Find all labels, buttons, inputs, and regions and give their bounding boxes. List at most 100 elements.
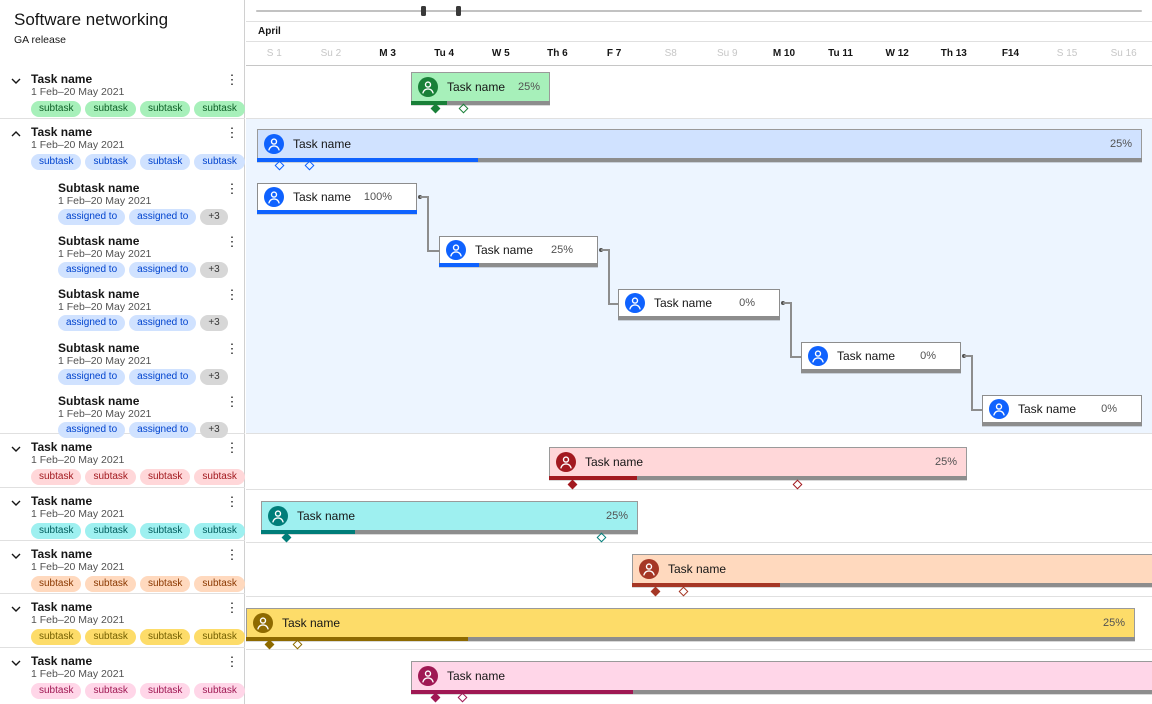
task-row[interactable]: Task name 1 Feb–20 May 2021 ⋮ subtask su… [0,434,277,488]
progress-fill [549,476,637,480]
subtask-row[interactable]: Subtask name 1 Feb–20 May 2021 ⋮ assigne… [0,281,245,334]
bar-percent: 25% [517,80,540,93]
month-label: April [258,26,281,37]
overflow-menu-icon[interactable]: ⋮ [225,341,239,356]
subtask-tag: subtask [85,101,136,117]
task-row-expanded[interactable]: Task name 1 Feb–20 May 2021 ⋮ subtask su… [0,119,277,438]
more-tag[interactable]: +3 [200,422,228,438]
subtask-tag: subtask [194,629,245,645]
progress-fill [257,158,479,162]
chevron-down-icon[interactable] [9,74,23,88]
overflow-menu-icon[interactable]: ⋮ [225,125,239,140]
gantt-bar-subtask-3[interactable]: Task name 0% [618,289,780,320]
gantt-bar-subtask-1[interactable]: Task name 100% [257,183,417,214]
subtask-tag: subtask [31,154,82,170]
overflow-menu-icon[interactable]: ⋮ [225,181,239,196]
gantt-chart: April S 1 Su 2 M 3 Tu 4 W 5 Th 6 F 7 S8 … [246,0,1152,704]
subtask-row[interactable]: Subtask name 1 Feb–20 May 2021 ⋮ assigne… [0,335,245,388]
overflow-menu-icon[interactable]: ⋮ [225,394,239,409]
more-tag[interactable]: +3 [200,369,228,385]
gantt-bar-teal[interactable]: Task name 25% [261,501,638,534]
task-row[interactable]: Task name 1 Feb–20 May 2021 ⋮ subtask su… [0,648,277,704]
task-row[interactable]: Task name 1 Feb–20 May 2021 ⋮ subtask su… [0,594,277,648]
overflow-menu-icon[interactable]: ⋮ [225,547,239,562]
dependency-line [790,302,792,357]
bar-label: Task name [297,508,356,523]
chevron-down-icon[interactable] [9,442,23,456]
gantt-bar-red[interactable]: Task name 25% [549,447,967,480]
progress-fill [246,637,469,641]
overflow-menu-icon[interactable]: ⋮ [225,654,239,669]
task-date: 1 Feb–20 May 2021 [31,614,125,626]
bar-label: Task name [447,79,506,94]
task-row[interactable]: Task name 1 Feb–20 May 2021 ⋮ subtask su… [0,488,277,541]
subtask-tags: assigned to assigned to +3 [58,209,228,225]
task-title: Task name [31,547,93,561]
chevron-down-icon[interactable] [9,602,23,616]
subtask-title: Subtask name [58,341,140,355]
gantt-bar-subtask-2[interactable]: Task name 25% [439,236,598,267]
progress-track [246,637,1135,641]
chevron-down-icon[interactable] [9,549,23,563]
task-date: 1 Feb–20 May 2021 [31,508,125,520]
progress-track [982,422,1142,426]
overflow-menu-icon[interactable]: ⋮ [225,234,239,249]
gantt-bar-subtask-4[interactable]: Task name 0% [801,342,961,373]
chevron-up-icon[interactable] [9,127,23,141]
bar-percent: 25% [550,243,573,256]
gantt-bar-yellow[interactable]: Task name 25% [246,608,1135,641]
gantt-bar-subtask-5[interactable]: Task name 0% [982,395,1142,426]
gantt-bar-orange[interactable]: Task name [632,554,1152,587]
chevron-down-icon[interactable] [9,656,23,670]
bar-label: Task name [282,615,341,630]
subtask-tag: subtask [194,154,245,170]
more-tag[interactable]: +3 [200,262,228,278]
gantt-bar-magenta[interactable]: Task name [411,661,1152,694]
gantt-bar-green[interactable]: Task name 25% [411,72,550,105]
task-tags: subtask subtask subtask subtask +3 [31,154,277,170]
user-avatar-icon [253,612,273,633]
overflow-menu-icon[interactable]: ⋮ [225,72,239,87]
subtask-title: Subtask name [58,394,140,408]
task-sidebar: Software networking GA release Task name… [0,0,277,704]
dependency-line [427,250,439,252]
subtask-tag: subtask [139,523,191,539]
bar-label: Task name [447,668,506,683]
bar-label: Task name [837,348,896,363]
chevron-down-icon[interactable] [9,496,23,510]
task-title: Task name [31,125,93,139]
progress-track [411,690,1152,694]
dependency-line [783,302,791,304]
dependency-line [971,355,973,410]
overflow-menu-icon[interactable]: ⋮ [225,287,239,302]
subtask-tag: subtask [139,154,191,170]
overflow-menu-icon[interactable]: ⋮ [225,494,239,509]
subtask-tag: subtask [85,523,136,539]
subtask-tags: assigned to assigned to +3 [58,262,228,278]
zoom-slider-handle-left[interactable] [421,6,426,16]
task-row[interactable]: Task name 1 Feb–20 May 2021 ⋮ subtask su… [0,66,277,119]
more-tag[interactable]: +3 [200,315,228,331]
subtask-tag: subtask [85,469,136,485]
subtask-row[interactable]: Subtask name 1 Feb–20 May 2021 ⋮ assigne… [0,388,245,441]
overflow-menu-icon[interactable]: ⋮ [225,440,239,455]
day-cell: Tu 4 [434,48,455,59]
subtask-row[interactable]: Subtask name 1 Feb–20 May 2021 ⋮ assigne… [0,228,245,281]
more-tag[interactable]: +3 [200,209,228,225]
subtask-tag: subtask [139,101,191,117]
zoom-slider-track[interactable] [256,6,1142,16]
gantt-bar-blue-parent[interactable]: Task name 25% [257,129,1142,162]
bar-label: Task name [585,454,644,469]
zoom-slider-handle-right[interactable] [456,6,461,16]
task-title: Task name [31,654,93,668]
overflow-menu-icon[interactable]: ⋮ [225,600,239,615]
task-date: 1 Feb–20 May 2021 [31,561,125,573]
task-title: Task name [31,600,93,614]
day-cell: Th 13 [940,48,967,59]
subtask-tag: subtask [194,101,245,117]
task-row[interactable]: Task name 1 Feb–20 May 2021 ⋮ subtask su… [0,541,277,594]
task-tags: subtask subtask subtask subtask +3 [31,576,277,592]
subtask-row[interactable]: Subtask name 1 Feb–20 May 2021 ⋮ assigne… [0,175,245,228]
dependency-line [971,409,982,411]
bar-label: Task name [293,136,352,151]
